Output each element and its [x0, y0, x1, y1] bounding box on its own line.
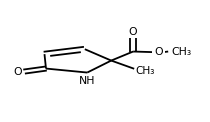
Text: O: O	[155, 47, 163, 57]
Text: CH₃: CH₃	[172, 46, 192, 56]
Text: NH: NH	[79, 76, 95, 86]
Text: O: O	[13, 67, 22, 77]
Text: CH₃: CH₃	[136, 66, 155, 76]
Text: O: O	[129, 27, 138, 37]
